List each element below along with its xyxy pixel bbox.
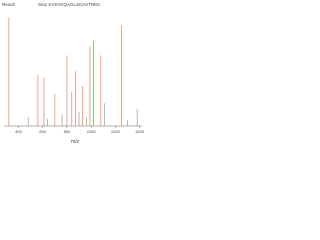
x-tick-label: 1200	[111, 129, 121, 134]
x-tick-label: 800	[64, 129, 71, 134]
chart: Result Seq: KVKVKQAGLSGAVTNKK m/z 400 600…	[2, 2, 145, 145]
x-tick-label: 1400	[135, 129, 145, 134]
chart-subtitle: Seq: KVKVKQAGLSGAVTNKK	[38, 2, 100, 7]
page: {"chart_data": {"type": "spectrum", "tit…	[0, 0, 150, 150]
x-tick-label: 600	[39, 129, 46, 134]
x-tick-label: 1000	[87, 129, 97, 134]
chart-title: Result	[2, 2, 16, 7]
x-axis-label: m/z	[71, 139, 80, 145]
x-tick-label: 400	[15, 129, 22, 134]
